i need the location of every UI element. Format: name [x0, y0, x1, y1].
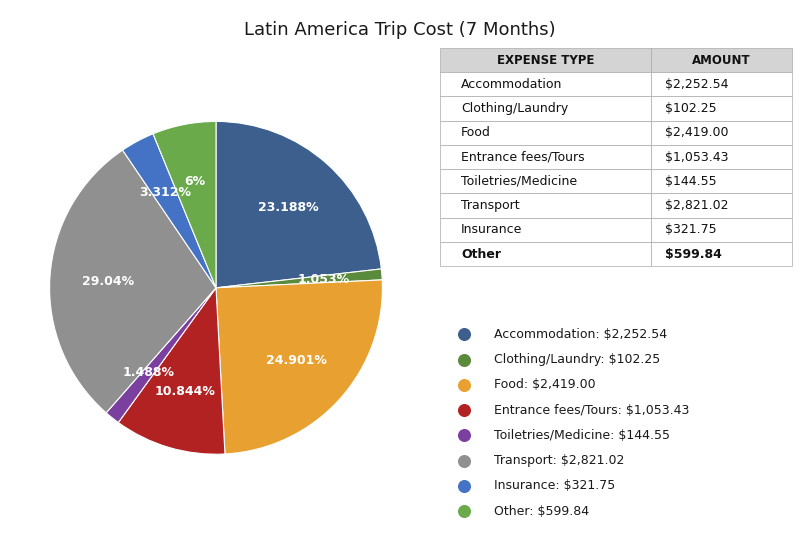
Point: [458, 381, 470, 389]
Wedge shape: [122, 134, 216, 288]
Text: 1.053%: 1.053%: [298, 272, 350, 286]
Text: 3.312%: 3.312%: [139, 186, 191, 199]
Text: 10.844%: 10.844%: [155, 385, 216, 398]
Wedge shape: [118, 288, 225, 454]
Text: 29.04%: 29.04%: [82, 274, 134, 288]
Text: Accommodation: $2,252.54: Accommodation: $2,252.54: [494, 328, 667, 341]
Point: [458, 456, 470, 465]
Text: 24.901%: 24.901%: [266, 354, 326, 367]
Point: [458, 431, 470, 440]
Wedge shape: [153, 122, 216, 288]
Wedge shape: [50, 150, 216, 413]
Point: [458, 330, 470, 338]
Text: Toiletries/Medicine: $144.55: Toiletries/Medicine: $144.55: [494, 429, 670, 442]
Wedge shape: [216, 269, 382, 288]
Point: [458, 507, 470, 515]
Wedge shape: [216, 122, 382, 288]
Point: [458, 406, 470, 415]
Text: Insurance: $321.75: Insurance: $321.75: [494, 480, 615, 492]
Wedge shape: [216, 280, 382, 454]
Wedge shape: [106, 288, 216, 423]
Text: Latin America Trip Cost (7 Months): Latin America Trip Cost (7 Months): [244, 21, 556, 39]
Text: Other: $599.84: Other: $599.84: [494, 505, 589, 518]
Text: 23.188%: 23.188%: [258, 200, 318, 214]
Text: Entrance fees/Tours: $1,053.43: Entrance fees/Tours: $1,053.43: [494, 403, 689, 417]
Text: 6%: 6%: [185, 175, 206, 188]
Text: Clothing/Laundry: $102.25: Clothing/Laundry: $102.25: [494, 353, 660, 366]
Text: Transport: $2,821.02: Transport: $2,821.02: [494, 454, 624, 467]
Point: [458, 356, 470, 364]
Text: Food: $2,419.00: Food: $2,419.00: [494, 378, 595, 391]
Text: 1.488%: 1.488%: [122, 366, 174, 379]
Point: [458, 482, 470, 490]
